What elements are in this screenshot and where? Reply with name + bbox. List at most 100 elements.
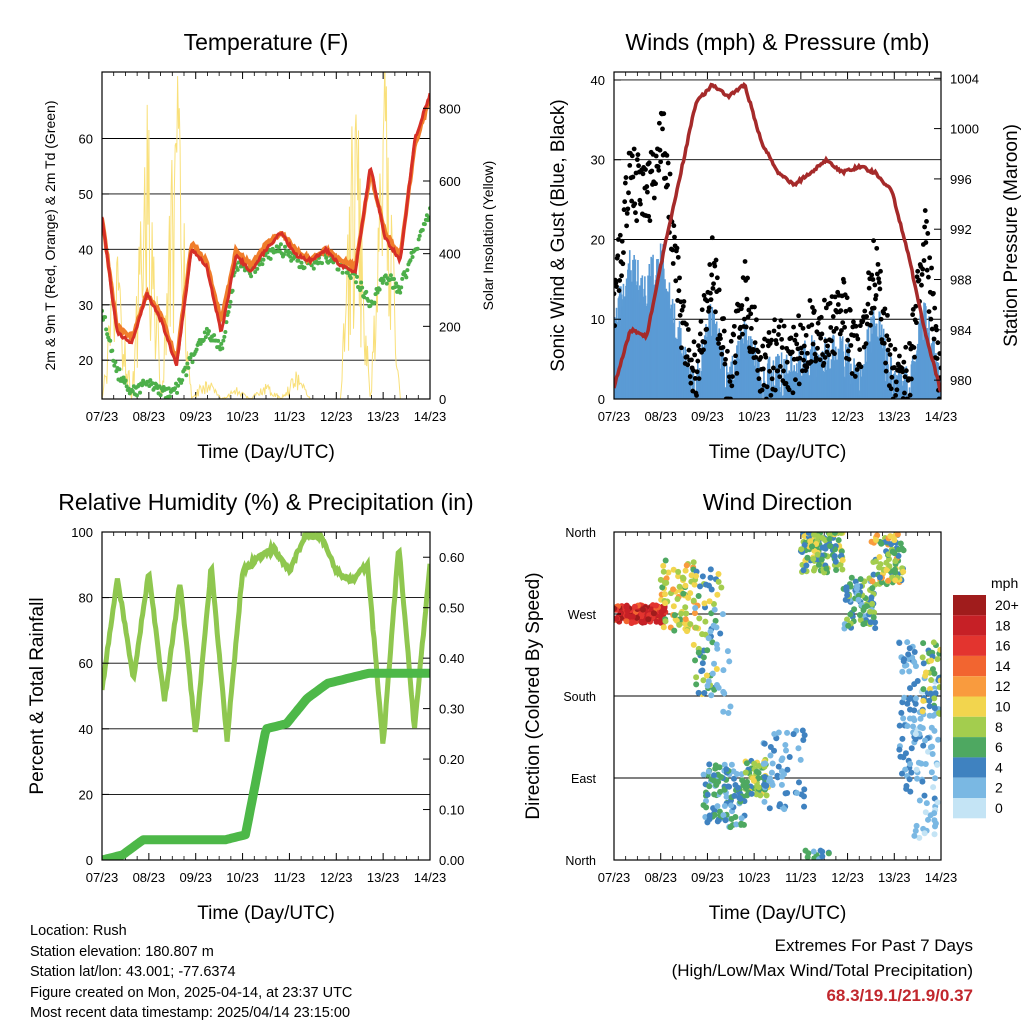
dewpoint-point [368, 303, 373, 308]
direction-point [714, 803, 721, 810]
direction-point [869, 585, 876, 592]
legend-swatch [953, 777, 986, 798]
x-tick-label: 09/23 [691, 409, 724, 424]
station-elevation: Station elevation: 180.807 m [30, 943, 214, 960]
direction-point [645, 616, 652, 623]
solar-insolation-line [102, 72, 430, 399]
gust-point [657, 147, 663, 153]
gust-point [887, 352, 893, 357]
direction-point [842, 596, 849, 603]
direction-point [657, 618, 664, 625]
gust-point [721, 328, 727, 334]
direction-point [912, 827, 919, 834]
direction-point [670, 603, 677, 610]
direction-point [784, 766, 791, 773]
dewpoint-point [287, 250, 292, 255]
gust-point [778, 318, 784, 323]
gust-point [716, 287, 722, 293]
gust-point [732, 360, 738, 365]
direction-point [811, 855, 818, 860]
y-tick-label: West [568, 608, 597, 622]
gust-point [865, 301, 871, 307]
x-tick-label: 13/23 [367, 409, 400, 424]
direction-point [912, 700, 919, 707]
gust-point [733, 353, 739, 359]
dewpoint-point [134, 393, 139, 398]
x-tick-label: 07/23 [598, 409, 631, 424]
gust-point [875, 261, 881, 267]
gust-point [818, 314, 824, 320]
direction-point [869, 600, 876, 607]
gust-point [661, 111, 667, 117]
dewpoint-point [422, 222, 427, 227]
direction-point [930, 784, 937, 791]
panel-title: Wind Direction [703, 489, 853, 515]
dewpoint-point [364, 289, 369, 294]
direction-point [705, 635, 712, 642]
direction-point [783, 747, 790, 754]
direction-point [847, 611, 854, 618]
direction-point [894, 532, 901, 538]
y-tick-label: 40 [591, 73, 605, 88]
dewpoint-point [173, 386, 178, 391]
gust-point [760, 366, 766, 372]
direction-point [839, 566, 846, 573]
dewpoint-point [150, 381, 155, 386]
gust-point [701, 292, 707, 298]
y2-tick-label: 0.30 [439, 702, 464, 717]
gust-point [779, 336, 784, 342]
gust-point [827, 300, 833, 306]
dewpoint-point [288, 254, 293, 259]
gust-point [656, 167, 662, 173]
dewpoint-point [167, 394, 172, 399]
gust-point [852, 374, 858, 379]
y2-tick-label: 800 [439, 101, 461, 116]
gust-point [832, 294, 838, 300]
direction-point [629, 613, 636, 620]
gust-point [663, 175, 669, 181]
direction-point [854, 582, 861, 589]
gust-point [636, 163, 641, 169]
dewpoint-point [176, 383, 181, 388]
direction-point [915, 759, 922, 766]
gust-point [934, 356, 940, 361]
gust-point [634, 218, 640, 224]
direction-point [707, 574, 714, 581]
gust-point [801, 343, 807, 349]
gust-point [691, 339, 697, 345]
x-tick-label: 08/23 [644, 870, 677, 885]
gust-point [665, 160, 671, 166]
direction-point [860, 621, 867, 628]
gust-point [800, 325, 806, 331]
direction-point [798, 546, 805, 553]
direction-point [790, 731, 797, 738]
gust-point [871, 238, 876, 244]
y2-tick-label: 0.00 [439, 853, 464, 868]
direction-point [869, 578, 876, 585]
direction-point [775, 763, 782, 770]
gust-point [728, 338, 734, 344]
direction-point [712, 617, 719, 624]
gust-point [713, 257, 719, 263]
dewpoint-point [324, 255, 329, 260]
gust-point [936, 396, 941, 399]
dewpoint-point [158, 393, 163, 398]
direction-point [720, 708, 727, 715]
x-tick-label: 11/23 [785, 409, 817, 424]
gust-point [935, 340, 941, 346]
direction-point [750, 777, 757, 784]
direction-point [815, 561, 822, 568]
direction-point [904, 700, 911, 707]
direction-point [896, 722, 903, 729]
gust-point [616, 288, 622, 293]
y-axis-label: Sonic Wind & Gust (Blue, Black) [548, 99, 569, 371]
direction-point [697, 583, 704, 590]
gust-point [718, 336, 723, 341]
x-tick-label: 13/23 [878, 870, 911, 885]
direction-point [934, 799, 941, 806]
gust-point [731, 323, 737, 329]
gust-point [707, 262, 713, 267]
gust-point [752, 340, 758, 346]
gust-point [747, 345, 752, 351]
gust-point [730, 374, 735, 379]
